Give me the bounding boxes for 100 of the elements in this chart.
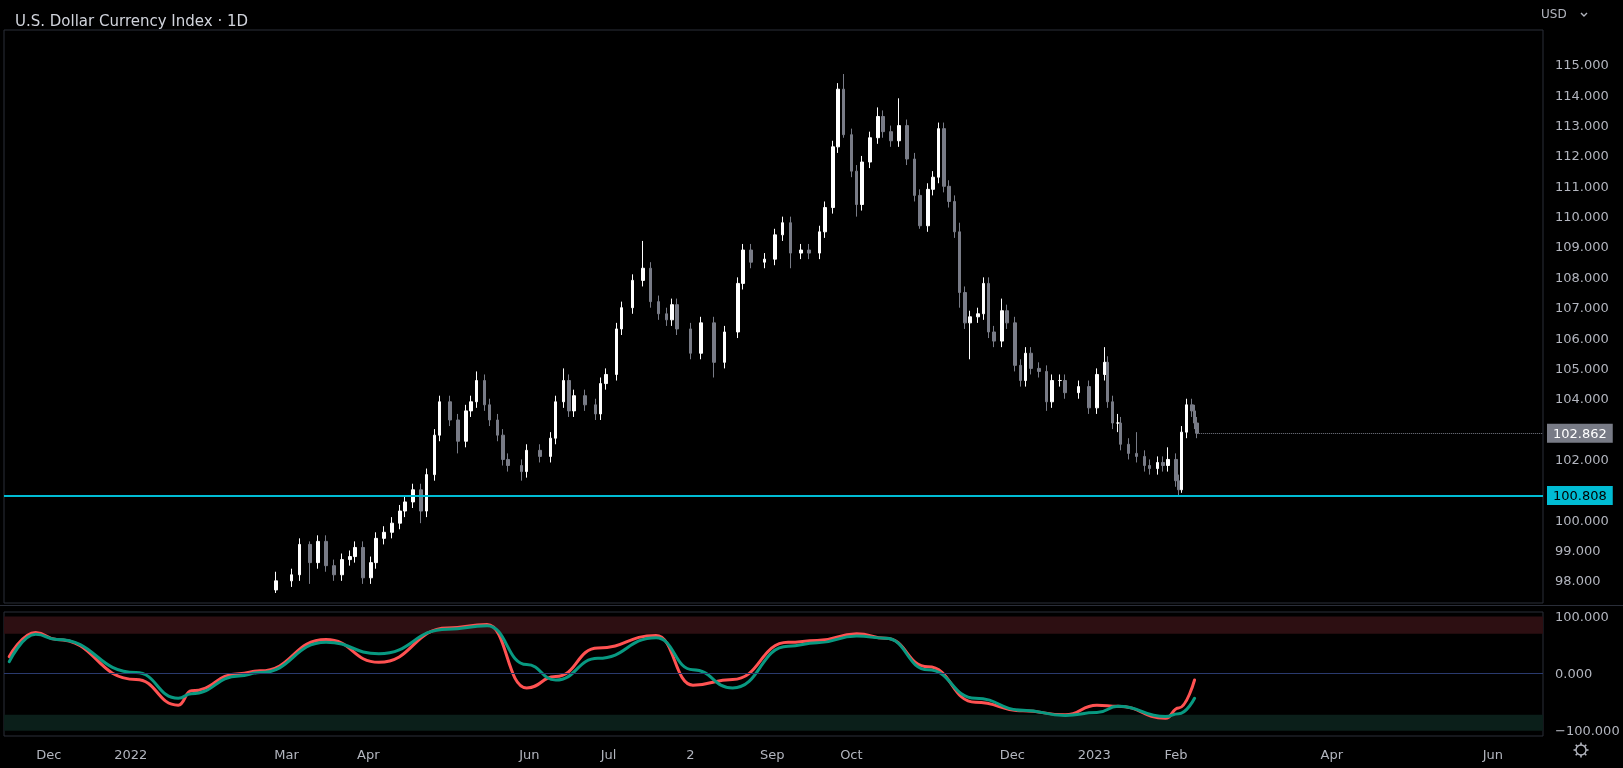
candlestick [699,316,703,360]
y-tick-label: 102.000 [1555,451,1609,467]
candlestick [316,534,320,570]
candlestick [567,373,571,418]
candlestick [807,243,811,260]
x-tick-label: Jun [1481,747,1503,762]
candlestick [987,276,990,339]
candlestick [937,122,940,184]
candlestick [1106,355,1109,409]
candlestick [425,468,428,518]
candlestick [340,553,344,582]
candlestick [525,443,528,479]
candlestick [723,325,726,369]
candlestick [599,377,602,421]
candlestick [604,367,608,391]
candlestick [1119,416,1122,451]
candlestick [1063,373,1067,400]
candlestick [889,125,893,148]
candlestick [763,252,766,269]
candlestick [773,228,777,266]
candlestick [274,571,278,594]
x-tick-label: Apr [1320,747,1344,762]
y-tick-label: 100.000 [1555,512,1609,528]
annotation: 102.862 [1553,425,1607,441]
candlestick [520,458,523,482]
candlestick [1000,298,1004,348]
candlestick [1111,395,1114,430]
candlestick [1103,346,1107,382]
candlestick [1045,364,1048,412]
candlestick [308,540,312,585]
y-tick-label: 104.000 [1555,391,1609,407]
x-tick-label: Jul [599,747,617,762]
x-tick-label: Mar [274,747,300,762]
candlestick [897,97,901,148]
candlestick [905,119,909,166]
chart-title: U.S. Dollar Currency Index · 1D [15,11,249,30]
y-tick-label: 105.000 [1555,360,1609,376]
candlestick [1161,455,1165,473]
candlestick [818,225,821,260]
candlestick [1116,413,1120,433]
y-tick-label: 100.000 [1555,609,1609,625]
candlestick [712,316,716,378]
candlestick [631,273,634,315]
x-tick-label: Sep [759,747,785,762]
candlestick [913,152,916,202]
y-tick-label: 114.000 [1555,87,1609,103]
candlestick [549,431,552,463]
y-tick-label: 0.000 [1555,666,1593,682]
candlestick [876,106,880,145]
candlestick [1148,458,1151,476]
candlestick [799,243,803,260]
candlestick [670,298,674,327]
candlestick [324,534,328,573]
candlestick [1077,380,1080,400]
candlestick [689,322,692,360]
candlestick [1185,398,1188,439]
x-tick-label: Dec [36,747,62,762]
candlestick [438,395,441,442]
candlestick [953,194,956,239]
candlestick [1029,346,1033,375]
y-tick-label: −100.000 [1555,723,1620,739]
candlestick [1095,367,1099,415]
x-tick-label: 2023 [1077,747,1111,762]
x-tick-label: Apr [357,747,381,762]
candlestick [881,109,885,139]
candlestick [496,413,499,442]
y-tick-label: 113.000 [1555,118,1609,134]
candlestick [860,155,864,212]
candlestick [1050,373,1054,409]
candlestick [1166,446,1170,473]
candlestick [641,240,645,287]
y-tick-label: 110.000 [1555,209,1609,225]
candlestick [419,483,423,524]
candlestick [842,73,845,139]
candlestick [562,367,565,409]
candlestick [1156,455,1159,476]
candlestick [781,216,784,242]
y-tick-label: 112.000 [1555,148,1609,164]
candlestick [382,525,386,545]
candlestick [361,540,365,585]
candlestick [1013,316,1017,372]
candlestick [963,285,967,330]
candlestick [850,128,853,178]
candlestick [572,389,576,418]
candlestick [290,568,293,588]
candlestick [538,443,542,463]
candlestick [433,428,436,482]
candlestick [1037,361,1041,378]
candlestick [1058,373,1062,388]
ref-line-label: 100.808 [1553,488,1607,504]
candlestick [594,398,597,421]
x-tick-label: Jun [518,747,540,762]
candlestick [968,310,972,360]
y-tick-label: 109.000 [1555,239,1609,255]
candlestick [332,559,336,582]
x-tick-label: 2 [686,747,695,762]
candlestick [583,389,587,412]
candlestick [982,276,985,321]
candlestick [488,398,491,427]
candlestick [958,222,961,309]
